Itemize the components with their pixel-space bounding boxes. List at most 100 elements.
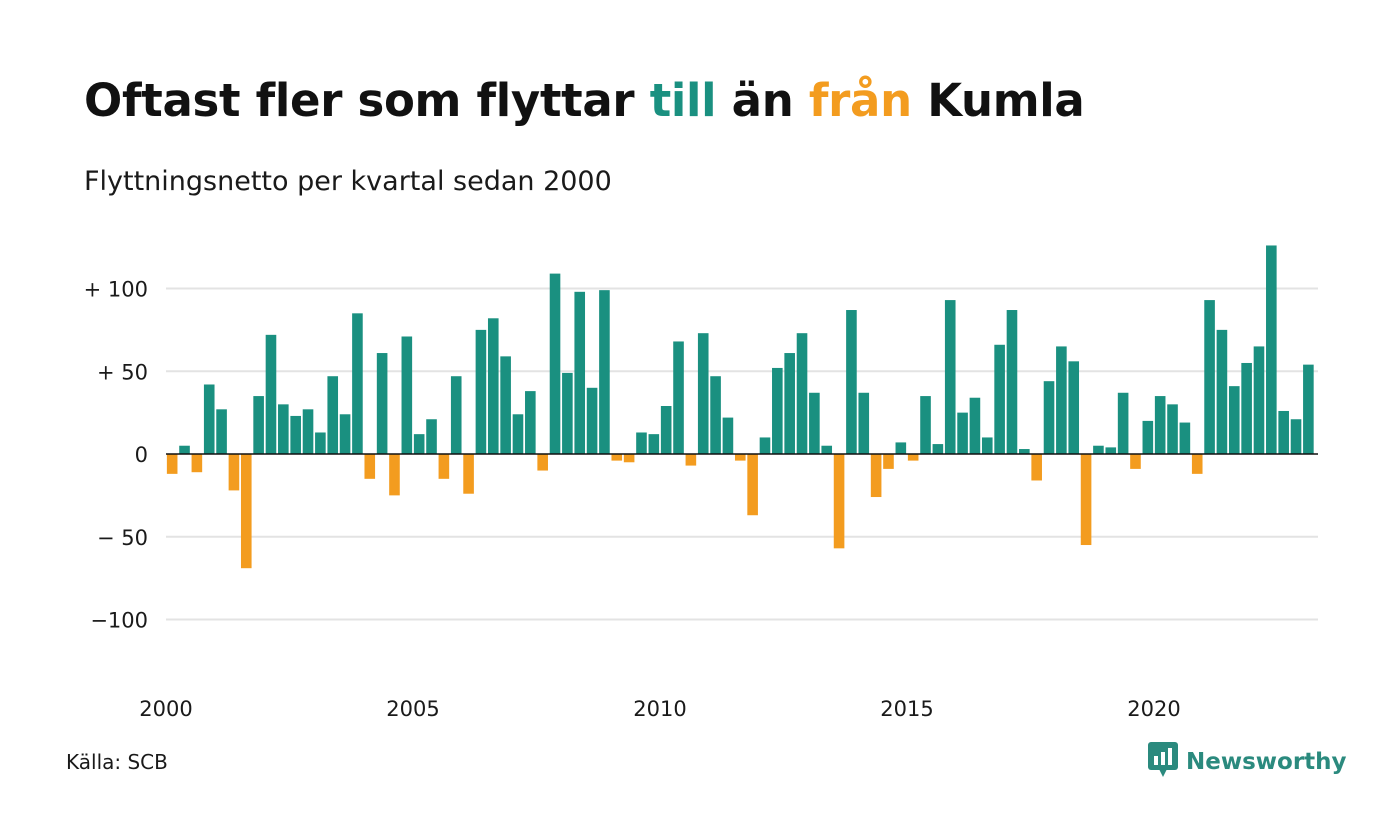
bar-72 [1056,346,1067,454]
bar-84 [1204,300,1215,454]
bar-39 [648,434,660,454]
source-note: Källa: SCB [66,750,168,774]
bar-2 [191,454,203,473]
bar-79 [1142,420,1154,454]
bar-12 [315,432,326,454]
bar-3 [203,384,215,454]
y-axis-labels: −100 − 50 0 + 50 + 100 [84,278,148,633]
bar-0 [166,454,178,474]
bar-41 [673,341,684,454]
bar-67 [994,344,1005,454]
bar-49 [772,367,783,454]
bar-68 [1006,310,1018,454]
bar-81 [1167,404,1178,454]
bar-37 [623,454,635,463]
bar-8 [265,334,277,454]
title-negative-word: från [808,74,912,127]
bar-19 [401,336,413,454]
bar-1 [179,445,190,454]
bar-69 [1019,449,1030,454]
bar-51 [796,333,808,454]
bar-6 [240,454,252,569]
bar-66 [981,437,993,454]
bar-47 [747,454,758,516]
title-part-2: än [716,74,809,127]
bar-59 [895,442,907,454]
bar-43 [697,333,709,454]
bar-10 [290,415,301,454]
bar-24 [463,454,474,494]
bar-73 [1068,361,1080,454]
bar-4 [216,409,227,454]
bar-87 [1241,362,1252,454]
y-tick-label: + 100 [84,278,148,302]
title-part-3: Kumla [911,74,1085,127]
bar-56 [858,392,870,454]
x-tick-label: 2020 [1127,697,1180,721]
bar-64 [957,412,968,454]
bar-29 [525,391,536,454]
bar-57 [870,454,882,498]
bar-90 [1278,410,1289,454]
bar-46 [734,454,746,461]
bar-5 [228,454,240,491]
title-positive-word: till [649,74,717,127]
bar-50 [784,353,795,454]
bar-33 [574,291,586,454]
bar-26 [487,318,499,454]
x-tick-label: 2010 [633,697,686,721]
newsworthy-logo-icon [1148,742,1178,782]
bar-92 [1303,364,1314,454]
bar-20 [413,434,425,454]
bar-44 [710,376,721,454]
chart-title: Oftast fler som flyttar till än från Kum… [84,74,1085,127]
brand-logo: Newsworthy [1148,742,1347,782]
bar-11 [302,409,314,454]
bar-7 [253,396,264,454]
bar-85 [1216,329,1228,454]
bar-30 [537,454,548,471]
bar-74 [1080,454,1092,546]
bar-36 [611,454,623,461]
bar-40 [660,406,672,454]
bar-32 [562,372,573,454]
bar-82 [1179,422,1191,454]
bar-71 [1043,381,1055,454]
bar-18 [389,454,400,496]
bar-45 [722,417,734,454]
bar-65 [969,397,981,454]
y-tick-label: −100 [90,609,148,633]
title-part-1: Oftast fler som flyttar [84,74,650,127]
y-tick-label: 0 [135,443,148,467]
x-axis-labels: 2000 2005 2010 2015 2020 [139,697,1180,721]
bar-35 [599,290,610,454]
bar-88 [1253,346,1265,454]
bar-77 [1117,392,1129,454]
y-tick-label: − 50 [97,526,148,550]
bar-48 [759,437,771,454]
x-tick-label: 2000 [139,697,192,721]
bar-38 [636,432,647,454]
bar-55 [846,310,857,454]
bar-62 [932,444,944,454]
bar-70 [1031,454,1042,481]
bar-17 [376,353,388,454]
bar-9 [278,404,289,454]
bar-34 [586,387,598,454]
bar-75 [1093,445,1104,454]
bar-60 [907,454,919,461]
bar-31 [549,273,561,454]
x-tick-label: 2015 [880,697,933,721]
chart-subtitle: Flyttningsnetto per kvartal sedan 2000 [84,166,612,197]
bar-54 [833,454,845,549]
bar-58 [883,454,894,469]
bar-53 [821,445,833,454]
bar-86 [1228,386,1240,454]
bar-15 [352,313,363,454]
x-tick-label: 2005 [386,697,439,721]
bar-28 [512,414,524,454]
bar-76 [1105,447,1117,454]
bar-13 [327,376,339,454]
bar-27 [500,356,511,454]
bar-52 [809,392,820,454]
